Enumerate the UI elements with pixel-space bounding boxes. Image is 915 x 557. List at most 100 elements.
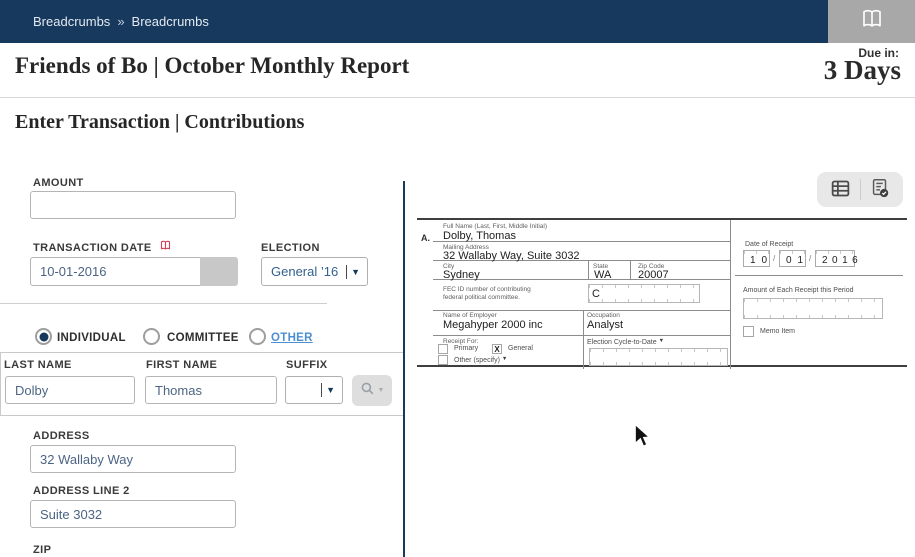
help-book-button[interactable] [828, 0, 915, 43]
header-divider [0, 97, 915, 98]
date-separator: / [773, 254, 776, 263]
caret-down-icon: ▼ [658, 338, 665, 344]
due-in-label: Due in: [858, 46, 899, 60]
search-icon [360, 381, 376, 400]
full-name-value: Dolby, Thomas [443, 230, 516, 242]
breadcrumb-item[interactable]: Breadcrumbs [33, 14, 111, 29]
receipt-year-field: 2016 [815, 250, 858, 267]
date-of-receipt-label: Date of Receipt [745, 241, 794, 248]
mailing-address-label: Mailing Address [443, 244, 489, 251]
city-label: City [443, 263, 455, 270]
preview-column-divider [730, 220, 731, 369]
radio-other[interactable] [249, 328, 266, 345]
caret-down-icon: ▼ [377, 387, 385, 394]
primary-checkbox [438, 344, 448, 354]
preview-row-letter: A. [421, 233, 430, 243]
address-label: ADDRESS [33, 430, 90, 442]
receipt-day-field: 01 [779, 250, 806, 267]
fec-id-field: C [588, 284, 700, 303]
toggle-divider [859, 179, 861, 200]
address-line2-input[interactable] [30, 500, 236, 528]
fec-schedule-preview: A. Full Name (Last, First, Middle Initia… [417, 218, 907, 369]
occupation-value: Analyst [587, 319, 624, 331]
amount-label: AMOUNT [33, 177, 84, 189]
form-preview-button[interactable] [861, 172, 899, 207]
date-picker-button[interactable] [200, 257, 238, 286]
election-select-value: General ’16 [271, 264, 339, 279]
book-icon [859, 6, 885, 37]
preview-row-line [433, 310, 730, 311]
top-navigation-bar: Breadcrumbs » Breadcrumbs [0, 0, 915, 43]
select-divider [321, 383, 323, 397]
preview-view-toggle [817, 172, 903, 207]
table-view-icon [829, 178, 852, 202]
mailing-address-value: 32 Wallaby Way, Suite 3032 [443, 250, 580, 262]
preview-row-line [735, 275, 903, 276]
last-name-label: LAST NAME [4, 359, 72, 371]
first-name-label: FIRST NAME [146, 359, 218, 371]
memo-item-checkbox [743, 326, 754, 337]
preview-cell-divider [583, 310, 584, 335]
receipt-month-field: 10 [743, 250, 770, 267]
panel-divider [403, 181, 405, 557]
radio-other-label[interactable]: OTHER [271, 332, 313, 344]
table-view-button[interactable] [822, 172, 860, 207]
caret-down-icon: ▼ [501, 356, 508, 362]
breadcrumb: Breadcrumbs » Breadcrumbs [33, 0, 209, 43]
breadcrumb-separator: » [117, 14, 125, 29]
receipt-for-label: Receipt For: [443, 338, 479, 345]
election-label: ELECTION [261, 242, 320, 254]
mouse-cursor [633, 422, 652, 454]
full-name-label: Full Name (Last, First, Middle Initial) [443, 223, 548, 230]
date-separator: / [809, 254, 812, 263]
suffix-select[interactable]: ▼ [285, 376, 343, 404]
preview-row-line [433, 335, 730, 336]
election-select[interactable]: General ’16 ▼ [261, 257, 368, 286]
other-label: Other (specify) ▼ [454, 356, 508, 364]
cycle-to-date-field [589, 348, 728, 366]
primary-label: Primary [454, 345, 479, 352]
radio-committee-label[interactable]: COMMITTEE [167, 332, 239, 344]
preview-cell-divider [583, 335, 584, 369]
caret-down-icon: ▼ [326, 385, 335, 395]
select-divider [346, 264, 348, 279]
amount-period-field [743, 298, 883, 319]
first-name-input[interactable] [145, 376, 277, 404]
radio-individual[interactable] [35, 328, 52, 345]
due-in-value: 3 Days [823, 55, 901, 85]
radio-committee[interactable] [143, 328, 160, 345]
page-title: Friends of Bo | October Monthly Report [15, 53, 410, 78]
zip-label: ZIP [33, 544, 52, 556]
state-value: WA [594, 269, 612, 281]
preview-cell-divider [630, 260, 631, 279]
fec-id-label-line2: federal political committee. [443, 294, 520, 301]
employer-label: Name of Employer [443, 312, 497, 319]
address-input[interactable] [30, 445, 236, 473]
suffix-label: SUFFIX [286, 359, 328, 371]
required-book-icon [159, 239, 172, 257]
occupation-label: Occupation [587, 312, 620, 319]
section-title: Enter Transaction | Contributions [15, 111, 305, 133]
general-checkbox: X [492, 344, 502, 354]
address-line2-label: ADDRESS LINE 2 [33, 485, 130, 497]
preview-cell-divider [588, 260, 589, 279]
transaction-date-input[interactable] [30, 257, 201, 286]
city-value: Sydney [443, 269, 480, 281]
transaction-date-label: TRANSACTION DATE [33, 242, 152, 254]
fec-id-label-line1: FEC ID number of contributing [443, 286, 531, 293]
radio-individual-label[interactable]: INDIVIDUAL [57, 332, 126, 344]
zip-code-label: Zip Code [638, 263, 665, 270]
breadcrumb-item[interactable]: Breadcrumbs [131, 14, 209, 29]
amount-input[interactable] [30, 191, 236, 219]
section-divider [0, 303, 327, 304]
last-name-input[interactable] [5, 376, 135, 404]
memo-item-label: Memo Item [760, 328, 796, 335]
caret-down-icon: ▼ [351, 266, 360, 277]
general-label: General [508, 345, 533, 352]
contact-search-button[interactable]: ▼ [352, 375, 392, 406]
employer-value: Megahyper 2000 inc [443, 319, 543, 331]
state-label: State [593, 263, 609, 270]
preview-row-line [433, 241, 730, 242]
cycle-to-date-label: Election Cycle-to-Date ▼ [587, 338, 665, 346]
